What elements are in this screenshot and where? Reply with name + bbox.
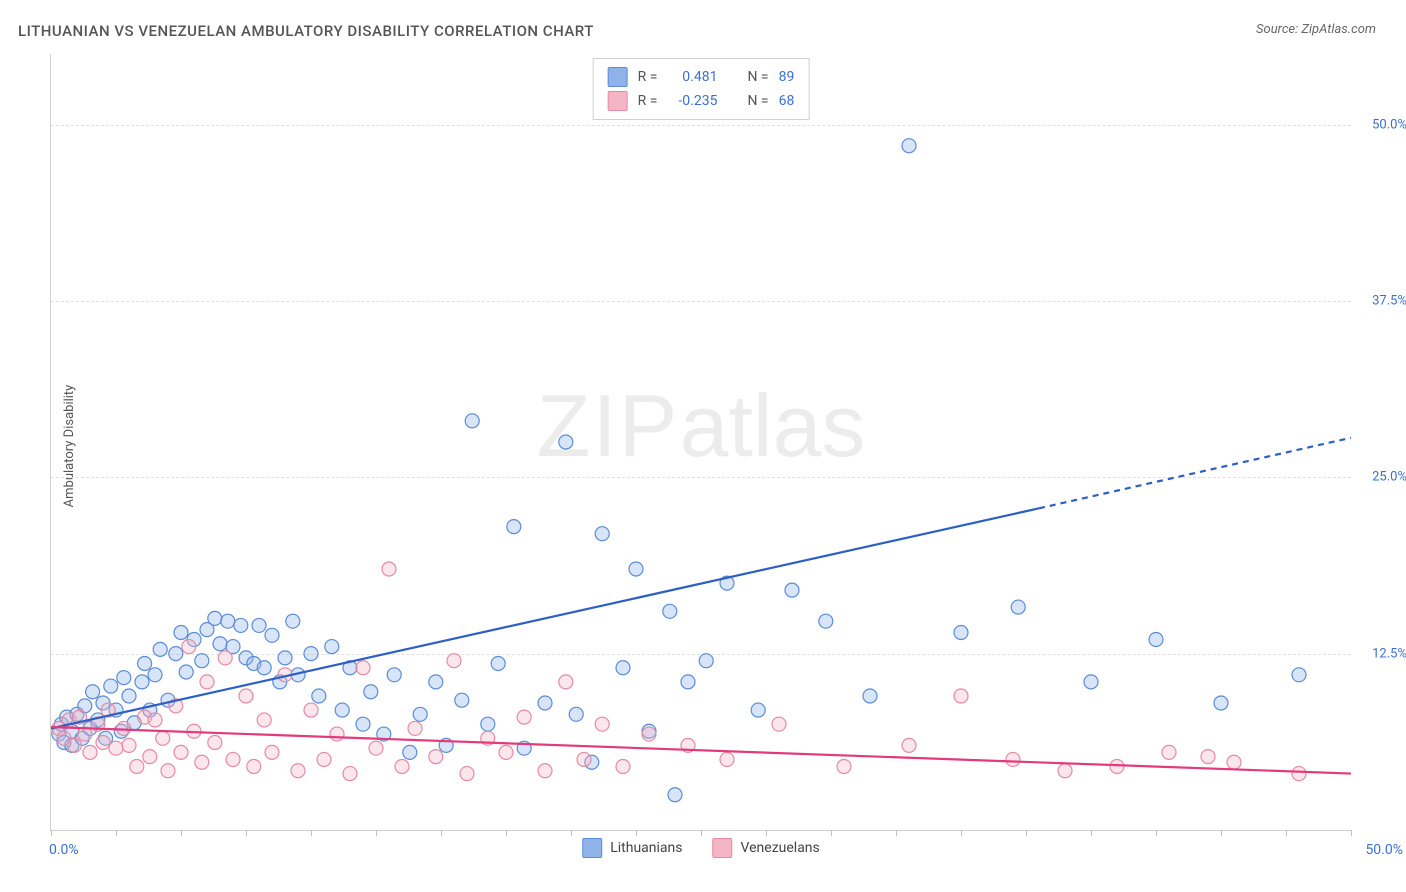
source-label: Source: ZipAtlas.com bbox=[1256, 22, 1376, 37]
y-tick-label: 12.5% bbox=[1372, 646, 1406, 661]
legend-stats: R = 0.481 N = 89 R = -0.235 N = 68 bbox=[593, 58, 810, 120]
x-axis-max-label: 50.0% bbox=[1365, 842, 1403, 858]
r-label: R = bbox=[638, 69, 658, 85]
scatter-svg bbox=[51, 54, 1351, 830]
chart-title: LITHUANIAN VS VENEZUELAN AMBULATORY DISA… bbox=[18, 22, 594, 40]
legend-stats-row-0: R = 0.481 N = 89 bbox=[608, 65, 795, 89]
legend-series-item-0: Lithuanians bbox=[582, 838, 682, 858]
x-axis-min-label: 0.0% bbox=[49, 842, 79, 858]
legend-series-label-0: Lithuanians bbox=[610, 840, 682, 856]
n-value-0: 89 bbox=[779, 69, 795, 85]
legend-swatch-1 bbox=[608, 91, 628, 111]
legend-series-item-1: Venezuelans bbox=[713, 838, 820, 858]
legend-swatch-0 bbox=[608, 67, 628, 87]
r-label: R = bbox=[638, 93, 658, 109]
r-value-0: 0.481 bbox=[667, 69, 717, 85]
n-value-1: 68 bbox=[779, 93, 795, 109]
y-tick-label: 25.0% bbox=[1372, 470, 1406, 485]
y-tick-label: 50.0% bbox=[1372, 117, 1406, 132]
r-value-1: -0.235 bbox=[667, 93, 717, 109]
legend-stats-row-1: R = -0.235 N = 68 bbox=[608, 89, 795, 113]
n-label: N = bbox=[747, 69, 768, 85]
legend-series-swatch-1 bbox=[713, 838, 733, 858]
chart-container: LITHUANIAN VS VENEZUELAN AMBULATORY DISA… bbox=[0, 0, 1406, 892]
plot-area: ZIPatlas 12.5%25.0%37.5%50.0% 0.0% 50.0%… bbox=[50, 54, 1351, 831]
legend-series-label-1: Venezuelans bbox=[741, 840, 820, 856]
y-tick-label: 37.5% bbox=[1372, 293, 1406, 308]
n-label: N = bbox=[747, 93, 768, 109]
legend-series-swatch-0 bbox=[582, 838, 602, 858]
legend-series: Lithuanians Venezuelans bbox=[582, 838, 820, 858]
